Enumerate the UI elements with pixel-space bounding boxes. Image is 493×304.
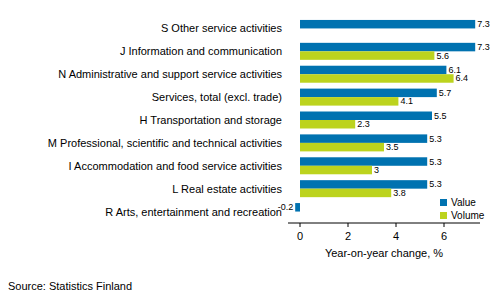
category-label: L Real estate activities — [172, 183, 282, 195]
data-label: 5.6 — [436, 51, 449, 61]
category-label: R Arts, entertainment and recreation — [105, 206, 282, 218]
legend-swatch — [440, 199, 447, 206]
x-axis-title: Year-on-year change, % — [325, 247, 443, 259]
bar — [300, 166, 372, 175]
legend: Value Volume — [440, 197, 485, 221]
bar — [300, 143, 384, 152]
x-axis — [288, 223, 480, 224]
data-label: 7.3 — [477, 42, 490, 52]
data-label: 5.3 — [429, 134, 442, 144]
legend-label: Volume — [451, 210, 485, 221]
x-tick — [300, 223, 301, 227]
chart: S Other service activities J Information … — [0, 0, 493, 304]
x-tick — [444, 223, 445, 227]
bar — [300, 74, 454, 83]
legend-swatch — [440, 212, 447, 219]
data-label: 5.7 — [439, 88, 452, 98]
category-label: I Accommodation and food service activit… — [69, 160, 283, 172]
bar — [300, 97, 398, 106]
data-label: 5.5 — [434, 111, 447, 121]
bar — [300, 66, 446, 75]
data-label: 3 — [374, 165, 379, 175]
x-tick-label: 2 — [345, 230, 351, 242]
bar — [295, 203, 300, 212]
source: Source: Statistics Finland — [8, 280, 132, 292]
x-tick — [396, 223, 397, 227]
data-labels: 7.37.36.15.75.55.35.35.3-0.25.66.44.12.3… — [278, 19, 490, 212]
bar — [300, 89, 437, 98]
data-label: 5.3 — [429, 179, 442, 189]
legend-label: Value — [451, 197, 476, 208]
x-tick-label: 0 — [297, 230, 303, 242]
data-label: 2.3 — [357, 119, 370, 129]
bar — [300, 157, 427, 166]
data-label: 6.4 — [456, 73, 469, 83]
category-label: S Other service activities — [161, 22, 283, 34]
data-label: -0.2 — [278, 202, 294, 212]
category-label: M Professional, scientific and technical… — [48, 137, 283, 149]
bar — [300, 51, 434, 60]
x-tick-label: 6 — [441, 230, 447, 242]
category-label: H Transportation and storage — [140, 114, 282, 126]
category-label: N Administrative and support service act… — [58, 68, 282, 80]
category-label: Services, total (excl. trade) — [152, 91, 282, 103]
data-label: 7.3 — [477, 19, 490, 29]
data-label: 3.8 — [393, 188, 406, 198]
bar — [300, 20, 475, 29]
data-label: 4.1 — [400, 96, 413, 106]
bar — [300, 180, 427, 189]
category-label: J Information and communication — [120, 45, 282, 57]
bar — [300, 189, 391, 198]
bars — [295, 20, 475, 212]
x-tick — [348, 223, 349, 227]
data-label: 5.3 — [429, 157, 442, 167]
bar — [300, 134, 427, 143]
data-label: 3.5 — [386, 142, 399, 152]
bar — [300, 120, 355, 129]
x-tick-label: 4 — [393, 230, 399, 242]
